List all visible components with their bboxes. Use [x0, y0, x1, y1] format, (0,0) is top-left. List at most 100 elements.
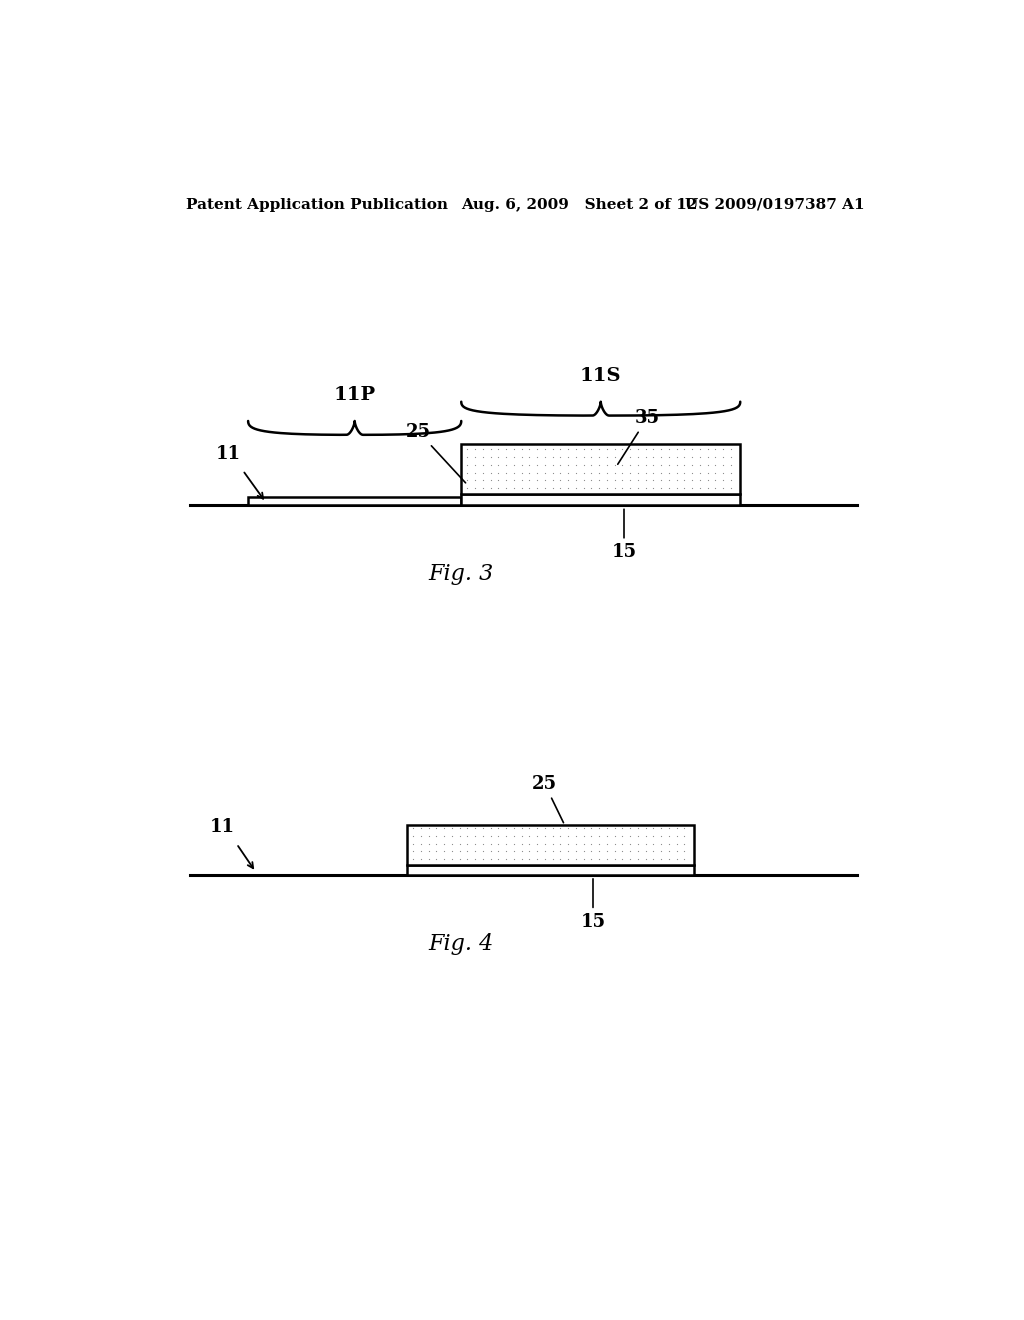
Point: [599, 454, 615, 475]
Point: [630, 833, 646, 854]
Point: [459, 833, 475, 854]
Point: [676, 818, 692, 840]
Point: [708, 470, 724, 491]
Point: [638, 446, 654, 467]
Point: [575, 818, 592, 840]
Point: [560, 841, 577, 862]
Point: [645, 818, 662, 840]
Point: [645, 438, 662, 461]
Point: [452, 825, 468, 846]
Point: [692, 438, 709, 461]
Point: [645, 825, 662, 846]
Point: [591, 438, 607, 461]
Point: [653, 446, 670, 467]
Point: [630, 818, 646, 840]
Point: [529, 818, 546, 840]
Point: [669, 470, 685, 491]
Point: [459, 841, 475, 862]
Point: [630, 841, 646, 862]
Point: [575, 849, 592, 870]
Point: [545, 841, 561, 862]
Point: [614, 841, 631, 862]
Point: [614, 818, 631, 840]
Point: [599, 818, 615, 840]
Point: [537, 818, 553, 840]
Point: [545, 833, 561, 854]
Point: [575, 470, 592, 491]
Point: [660, 438, 677, 461]
Point: [630, 438, 646, 461]
Point: [606, 470, 623, 491]
Point: [606, 833, 623, 854]
Point: [406, 841, 422, 862]
Point: [529, 470, 546, 491]
Point: [614, 438, 631, 461]
Point: [467, 849, 483, 870]
Point: [606, 478, 623, 499]
Point: [676, 825, 692, 846]
Point: [630, 849, 646, 870]
Point: [452, 818, 468, 840]
Point: [560, 462, 577, 483]
Point: [591, 478, 607, 499]
Point: [475, 849, 492, 870]
Text: 15: 15: [611, 510, 637, 561]
Point: [614, 849, 631, 870]
Point: [715, 462, 731, 483]
Point: [676, 841, 692, 862]
Point: [506, 462, 522, 483]
Point: [498, 446, 514, 467]
Point: [660, 446, 677, 467]
Point: [599, 833, 615, 854]
Point: [467, 818, 483, 840]
Point: [459, 470, 475, 491]
Point: [669, 825, 685, 846]
Point: [653, 478, 670, 499]
Point: [630, 478, 646, 499]
Point: [537, 825, 553, 846]
Point: [638, 478, 654, 499]
Point: [645, 462, 662, 483]
Point: [723, 478, 739, 499]
Point: [660, 825, 677, 846]
Point: [552, 841, 568, 862]
Point: [537, 478, 553, 499]
Point: [575, 478, 592, 499]
Point: [443, 833, 460, 854]
Point: [653, 833, 670, 854]
Point: [467, 833, 483, 854]
Point: [676, 446, 692, 467]
Point: [506, 470, 522, 491]
Point: [606, 825, 623, 846]
Point: [498, 841, 514, 862]
Point: [521, 818, 538, 840]
Point: [584, 825, 600, 846]
Point: [692, 478, 709, 499]
Point: [521, 833, 538, 854]
Point: [614, 833, 631, 854]
Point: [622, 470, 638, 491]
Point: [622, 462, 638, 483]
Point: [506, 833, 522, 854]
Point: [708, 478, 724, 499]
Point: [467, 438, 483, 461]
Bar: [407, 866, 693, 875]
Point: [428, 841, 444, 862]
Point: [584, 841, 600, 862]
Point: [622, 438, 638, 461]
Point: [490, 841, 507, 862]
Point: [630, 825, 646, 846]
Point: [684, 478, 700, 499]
Point: [622, 825, 638, 846]
Point: [699, 478, 716, 499]
Point: [513, 818, 529, 840]
Point: [490, 478, 507, 499]
Point: [614, 446, 631, 467]
Point: [545, 825, 561, 846]
Point: [622, 478, 638, 499]
Point: [443, 825, 460, 846]
Point: [708, 438, 724, 461]
Point: [638, 849, 654, 870]
Point: [521, 462, 538, 483]
Point: [584, 438, 600, 461]
